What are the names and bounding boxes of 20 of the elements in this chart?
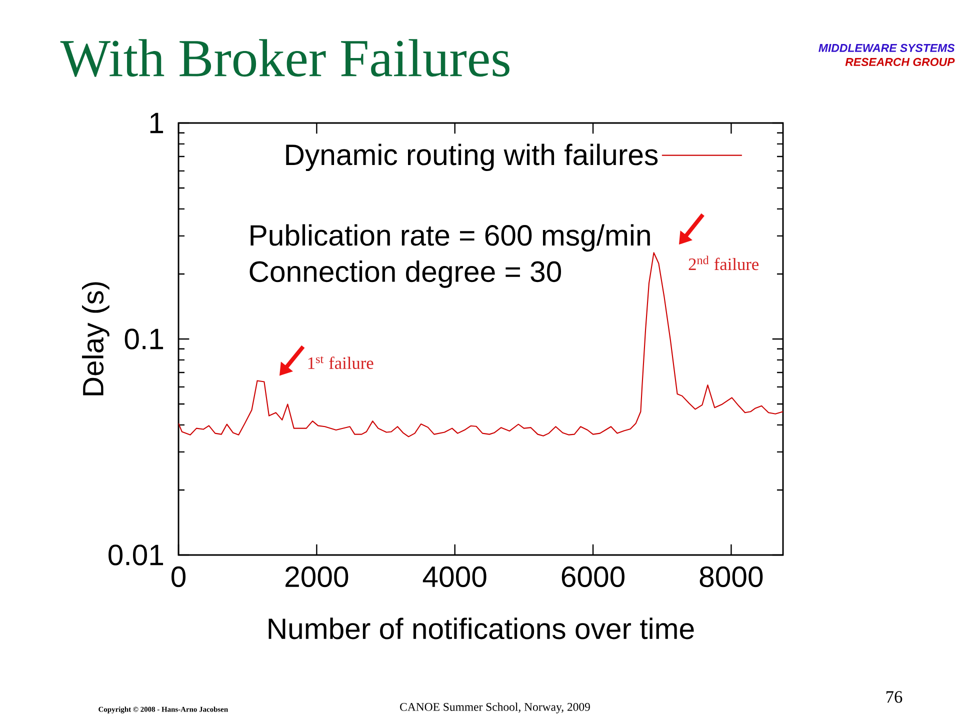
annotation: Connection degree = 30 [250, 260, 562, 288]
annotation: 2$^{nd}$ failure [688, 256, 759, 270]
x-tick-label: 2000 [286, 566, 348, 588]
annotation: 1$^{st}$ failure [308, 356, 374, 369]
legend-label: Dynamic routing with failures [286, 144, 658, 172]
text: RESEARCH GROUP [845, 58, 955, 66]
y-axis-title: Delay (s) [82, 282, 110, 396]
x-axis-title: Number of notifications over time [268, 618, 694, 640]
x-tick-label: 4000 [422, 566, 486, 588]
chart-title: With Broker Failures [60, 39, 510, 77]
text: MIDDLEWARE SYSTEMS [818, 44, 955, 52]
annotation: Publication rate = 600 msg/min [250, 224, 650, 252]
text: CANOE Summer School, Norway, 2009 [400, 702, 590, 714]
x-tick-label: 8000 [700, 566, 763, 588]
text: 76 [886, 691, 902, 703]
y-tick-label: 1 [150, 112, 164, 134]
x-tick-label: 0 [172, 566, 186, 588]
x-tick-label: 6000 [562, 566, 624, 588]
y-tick-label: 0.1 [124, 328, 164, 350]
y-tick-label: 0.01 [108, 544, 164, 566]
